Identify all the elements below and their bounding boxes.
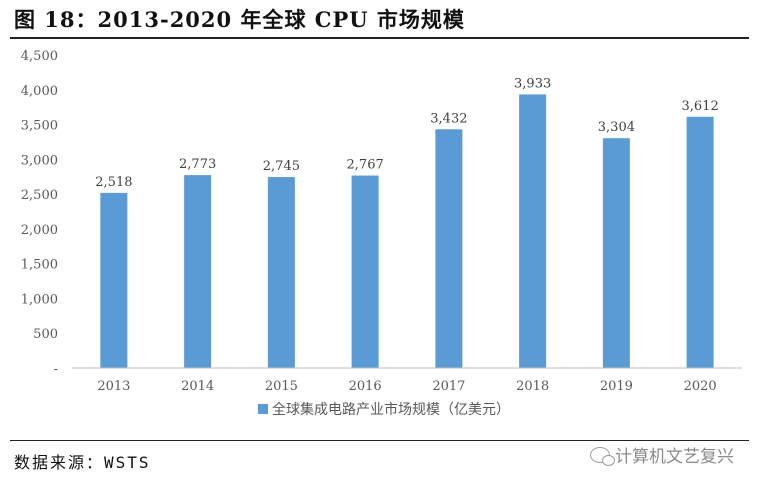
y-tick-label: 4,000 [21, 84, 58, 99]
x-axis: 2013 2014 2015 2016 2017 2018 2019 2020 [72, 367, 742, 394]
y-tick-label: 1,500 [21, 258, 58, 273]
x-tick-label: 2014 [181, 379, 214, 394]
bar-2014 [184, 175, 212, 368]
bar-chart: - 500 1,000 1,500 2,000 2,500 3,000 3,500 4,000 4… [21, 49, 742, 418]
y-tick-label: 3,000 [21, 153, 58, 168]
y-tick-label: 1,000 [21, 292, 58, 307]
data-label: 3,933 [514, 76, 551, 91]
data-label: 2,767 [347, 158, 384, 173]
data-label: 2,773 [179, 157, 216, 172]
figure-title: 图 18：2013-2020 年全球 CPU 市场规模 [14, 7, 465, 32]
y-tick-label: - [54, 362, 58, 377]
x-tick-label: 2018 [516, 379, 549, 394]
bar-2020 [686, 116, 714, 368]
y-tick-label: 500 [33, 327, 58, 342]
bar-2018 [519, 94, 547, 369]
y-axis: - 500 1,000 1,500 2,000 2,500 3,000 3,500 4,000 4… [21, 49, 58, 377]
x-tick-label: 2013 [97, 379, 130, 394]
y-tick-label: 4,500 [21, 49, 58, 64]
data-label: 3,304 [598, 120, 635, 135]
y-tick-label: 3,500 [21, 119, 58, 134]
watermark-text: 计算机文艺复兴 [615, 447, 734, 467]
bar-2017 [435, 129, 463, 368]
bottom-rule [10, 440, 749, 441]
top-rule [10, 37, 749, 39]
x-tick-label: 2015 [265, 379, 298, 394]
data-label: 3,432 [430, 111, 467, 126]
x-tick-label: 2019 [600, 379, 633, 394]
bar-2013 [100, 192, 128, 368]
wechat-icon [590, 446, 615, 466]
y-tick-label: 2,500 [21, 188, 58, 203]
bars-group: 2,518 2,773 2,745 2,767 3,432 3,933 3,304 3,612 [95, 76, 719, 369]
x-tick-label: 2017 [432, 379, 465, 394]
bar-2019 [602, 138, 630, 368]
x-tick-label: 2020 [684, 379, 717, 394]
legend-label: 全球集成电路产业市场规模（亿美元） [272, 401, 510, 418]
legend-swatch [258, 404, 268, 414]
y-tick-label: 2,000 [21, 223, 58, 238]
x-tick-label: 2016 [349, 379, 382, 394]
legend: 全球集成电路产业市场规模（亿美元） [258, 401, 510, 418]
bar-2016 [351, 175, 379, 368]
watermark: 计算机文艺复兴 [590, 442, 734, 467]
data-label: 3,612 [682, 99, 719, 114]
bar-2015 [267, 177, 295, 368]
data-label: 2,745 [263, 159, 300, 174]
source-note: 数据来源：WSTS [14, 453, 151, 472]
data-label: 2,518 [95, 175, 132, 190]
